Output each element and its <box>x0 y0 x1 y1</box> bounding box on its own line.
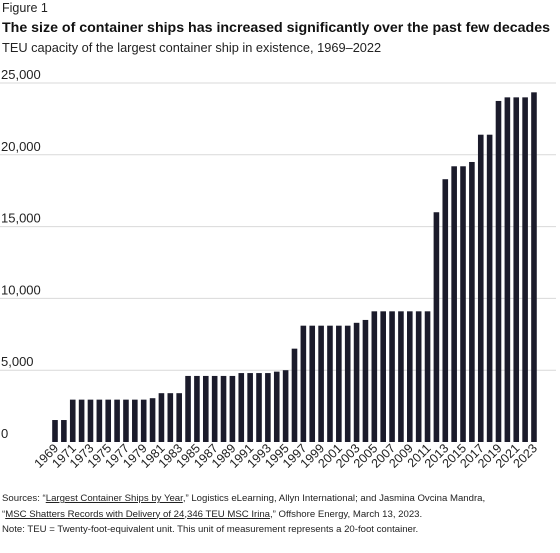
x-axis-tick-labels: 1969197119731975197719791981198319851987… <box>32 441 541 471</box>
bar-1981 <box>158 393 165 442</box>
bar-1976 <box>114 399 120 442</box>
bar-1989 <box>229 375 236 442</box>
bars <box>52 92 537 443</box>
bar-1987 <box>211 375 218 442</box>
bar-2009 <box>407 311 413 442</box>
bar-1984 <box>185 375 191 442</box>
bar-2000 <box>327 325 333 442</box>
y-tick-label: 10,000 <box>1 282 41 297</box>
bar-1986 <box>202 375 209 442</box>
bar-1974 <box>96 399 103 442</box>
bar-2008 <box>398 311 404 442</box>
y-tick-label: 5,000 <box>1 354 34 369</box>
sources-line-2: “MSC Shatters Records with Delivery of 2… <box>2 507 556 523</box>
bar-1978 <box>132 399 138 442</box>
bar-2020 <box>504 97 511 443</box>
sources-prefix: Sources: “ <box>2 493 46 504</box>
note-line: Note: TEU = Twenty-foot-equivalent unit.… <box>2 524 419 535</box>
bar-2018 <box>486 134 493 442</box>
bar-1980 <box>149 398 156 442</box>
bar-2013 <box>442 179 449 442</box>
y-tick-label: 25,000 <box>1 67 41 82</box>
y-tick-label: 15,000 <box>1 211 41 226</box>
bar-1990 <box>238 373 245 442</box>
bar-2021 <box>513 97 520 443</box>
bar-2010 <box>415 311 422 442</box>
bar-1971 <box>69 399 76 442</box>
figure-label: Figure 1 <box>2 1 48 15</box>
y-axis-tick-labels: 0 5,000 10,000 15,000 20,000 25,000 <box>1 67 41 441</box>
bar-1992 <box>256 373 262 442</box>
chart-subtitle: TEU capacity of the largest container sh… <box>2 40 382 55</box>
bar-1973 <box>87 399 94 442</box>
sources-line: Sources: “Largest Container Ships by Yea… <box>2 491 556 507</box>
chart-title: The size of container ships has increase… <box>2 20 550 36</box>
bar-1983 <box>176 393 182 442</box>
bar-1999 <box>318 325 324 442</box>
bar-2002 <box>344 325 351 442</box>
bar-chart: 0 5,000 10,000 15,000 20,000 25,000 196919711… <box>0 67 556 471</box>
bar-2011 <box>424 311 431 442</box>
bar-1970 <box>61 420 67 442</box>
bar-1994 <box>273 371 280 442</box>
bar-1988 <box>220 375 227 442</box>
bar-1993 <box>265 373 271 442</box>
bar-1985 <box>194 375 200 442</box>
bar-2006 <box>380 311 386 442</box>
bar-1991 <box>247 373 253 442</box>
bar-1995 <box>282 370 289 442</box>
sources-middle: ,” Logistics eLearning, Allyn Internatio… <box>182 493 486 504</box>
source-link-msc-irina[interactable]: MSC Shatters Records with Delivery of 24… <box>5 508 271 520</box>
bar-2004 <box>362 319 369 442</box>
bar-2012 <box>433 212 440 442</box>
chart-footer: Sources: “Largest Container Ships by Yea… <box>2 491 556 538</box>
sources-suffix: ,” Offshore Energy, March 13, 2023. <box>270 508 423 520</box>
bar-1997 <box>300 325 307 442</box>
bar-1982 <box>167 393 174 442</box>
source-link-largest-ships[interactable]: Largest Container Ships by Year <box>45 493 183 504</box>
bar-2003 <box>353 322 360 442</box>
bar-2023 <box>531 92 537 442</box>
bar-1972 <box>78 399 85 442</box>
bar-1979 <box>140 399 147 442</box>
bar-1996 <box>291 348 298 442</box>
y-tick-label: 0 <box>1 426 8 441</box>
bar-1969 <box>52 420 58 442</box>
bar-2022 <box>522 97 528 443</box>
bar-2001 <box>336 325 342 442</box>
bar-2014 <box>451 166 457 443</box>
bar-2005 <box>371 311 378 442</box>
y-tick-label: 20,000 <box>1 139 41 154</box>
bar-2016 <box>469 161 475 443</box>
bar-2007 <box>389 311 395 442</box>
bar-2015 <box>460 166 466 443</box>
bar-1975 <box>105 399 112 442</box>
bar-2019 <box>495 100 502 442</box>
bar-1977 <box>123 399 129 442</box>
sources-open-quote: “ <box>2 508 6 520</box>
bar-1998 <box>309 325 316 442</box>
bar-2017 <box>477 134 484 442</box>
